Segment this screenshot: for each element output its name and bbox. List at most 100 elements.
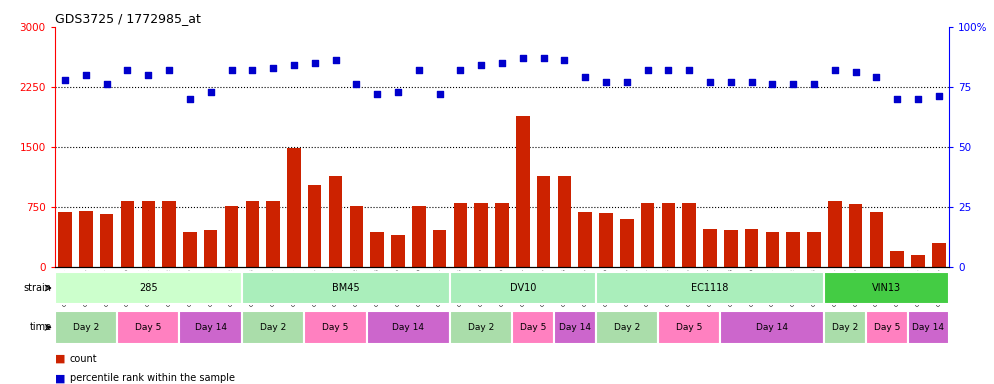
Bar xyxy=(308,185,321,267)
Text: Day 14: Day 14 xyxy=(912,323,944,332)
Bar xyxy=(599,213,612,267)
Point xyxy=(681,67,697,73)
Point xyxy=(390,89,406,95)
Bar xyxy=(558,177,572,267)
Bar xyxy=(412,206,425,267)
Point xyxy=(785,81,801,88)
Text: ■: ■ xyxy=(55,354,66,364)
Bar xyxy=(100,214,113,267)
Bar xyxy=(516,116,530,267)
Text: Day 14: Day 14 xyxy=(393,323,424,332)
Bar xyxy=(183,232,197,267)
Point xyxy=(431,91,447,97)
Text: Day 2: Day 2 xyxy=(73,323,99,332)
Point xyxy=(806,81,822,88)
Bar xyxy=(117,311,180,344)
Bar xyxy=(450,273,595,303)
Bar xyxy=(266,201,280,267)
Point xyxy=(224,67,240,73)
Bar xyxy=(450,311,512,344)
Point xyxy=(140,72,156,78)
Text: Day 5: Day 5 xyxy=(520,323,547,332)
Bar xyxy=(866,311,908,344)
Text: EC1118: EC1118 xyxy=(692,283,729,293)
Point xyxy=(307,60,323,66)
Bar xyxy=(242,273,450,303)
Bar xyxy=(824,273,949,303)
Bar xyxy=(453,203,467,267)
Point xyxy=(848,70,864,76)
Bar xyxy=(246,201,259,267)
Bar xyxy=(59,212,72,267)
Bar xyxy=(371,232,384,267)
Point xyxy=(536,55,552,61)
Point xyxy=(640,67,656,73)
Bar xyxy=(537,177,551,267)
Bar xyxy=(367,311,450,344)
Bar xyxy=(204,230,218,267)
Bar xyxy=(304,311,367,344)
Point xyxy=(557,58,573,64)
Bar xyxy=(141,201,155,267)
Bar xyxy=(745,229,758,267)
Text: Day 5: Day 5 xyxy=(874,323,900,332)
Bar xyxy=(870,212,884,267)
Bar xyxy=(620,219,633,267)
Bar xyxy=(55,311,117,344)
Point xyxy=(890,96,906,102)
Text: count: count xyxy=(70,354,97,364)
Bar xyxy=(350,206,363,267)
Point xyxy=(369,91,385,97)
Bar xyxy=(80,211,92,267)
Point xyxy=(619,79,635,85)
Text: Day 5: Day 5 xyxy=(676,323,703,332)
Text: Day 2: Day 2 xyxy=(260,323,286,332)
Bar xyxy=(721,311,824,344)
Bar xyxy=(225,206,239,267)
Point xyxy=(78,72,93,78)
Bar xyxy=(908,311,949,344)
Point xyxy=(598,79,614,85)
Text: Day 5: Day 5 xyxy=(135,323,161,332)
Text: Day 14: Day 14 xyxy=(559,323,590,332)
Point xyxy=(98,81,114,88)
Bar xyxy=(329,176,342,267)
Bar xyxy=(595,311,658,344)
Bar xyxy=(579,212,592,267)
Bar xyxy=(849,204,863,267)
Bar xyxy=(824,311,866,344)
Point xyxy=(515,55,531,61)
Point xyxy=(702,79,718,85)
Point xyxy=(473,62,489,68)
Bar xyxy=(683,203,696,267)
Bar xyxy=(392,235,405,267)
Bar xyxy=(704,229,717,267)
Point xyxy=(578,74,593,80)
Point xyxy=(494,60,510,66)
Point xyxy=(452,67,468,73)
Point xyxy=(827,67,843,73)
Point xyxy=(203,89,219,95)
Text: GDS3725 / 1772985_at: GDS3725 / 1772985_at xyxy=(55,12,201,25)
Point xyxy=(411,67,426,73)
Bar xyxy=(911,255,924,267)
Point xyxy=(348,81,364,88)
Text: BM45: BM45 xyxy=(332,283,360,293)
Bar xyxy=(724,230,738,267)
Text: percentile rank within the sample: percentile rank within the sample xyxy=(70,373,235,383)
Text: Day 14: Day 14 xyxy=(195,323,227,332)
Text: time: time xyxy=(30,322,52,333)
Text: Day 2: Day 2 xyxy=(613,323,640,332)
Point xyxy=(245,67,260,73)
Bar xyxy=(891,251,904,267)
Bar xyxy=(495,203,509,267)
Bar xyxy=(120,201,134,267)
Text: Day 5: Day 5 xyxy=(322,323,349,332)
Point xyxy=(328,58,344,64)
Text: Day 2: Day 2 xyxy=(468,323,494,332)
Bar xyxy=(807,232,821,267)
Bar xyxy=(242,311,304,344)
Bar xyxy=(287,149,301,267)
Bar xyxy=(512,311,554,344)
Point xyxy=(931,93,947,99)
